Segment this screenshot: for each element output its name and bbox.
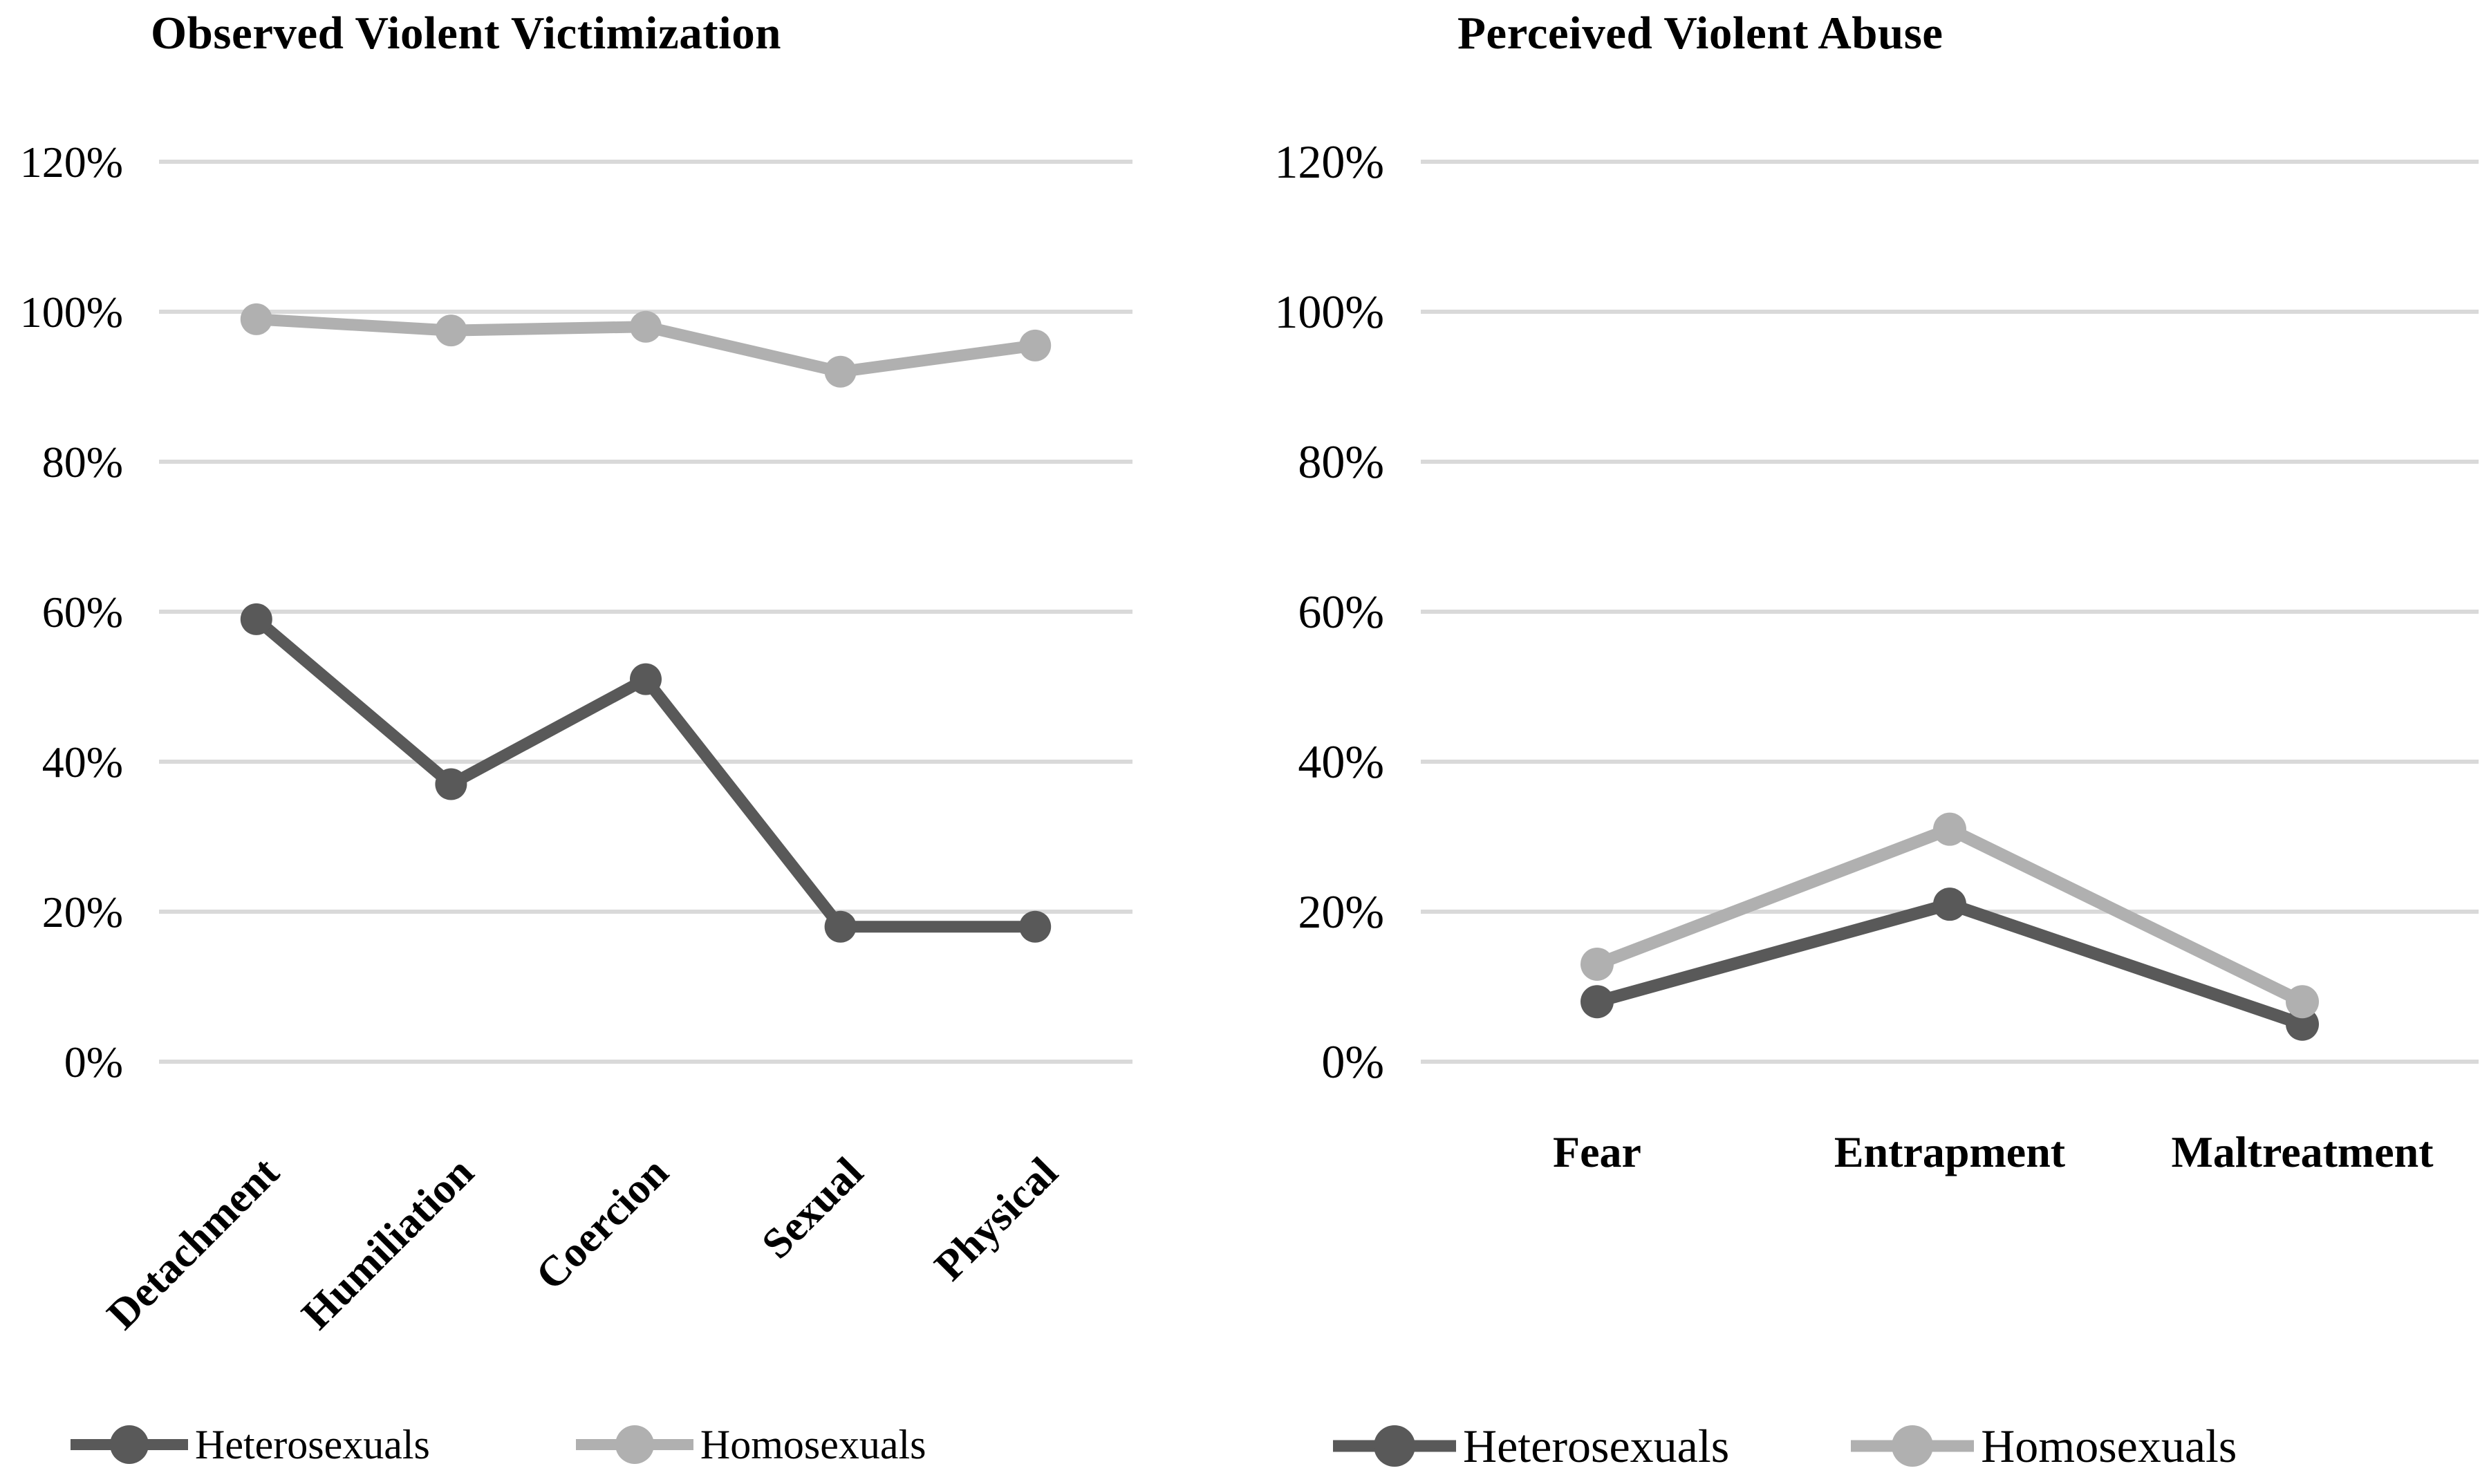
homosexuals-line-marker-icon <box>575 1425 693 1464</box>
y-tick-label: 0% <box>64 1037 123 1087</box>
y-tick-label: 40% <box>42 738 123 787</box>
legend-label: Heterosexuals <box>195 1421 430 1467</box>
legend-item-homosexuals: Homosexuals <box>572 1418 926 1471</box>
y-tick-label: 60% <box>42 588 123 637</box>
data-point-marker <box>1019 329 1052 361</box>
category-label: Coercion <box>527 1149 678 1299</box>
gridlines <box>1421 160 2479 1064</box>
y-tick-label: 120% <box>20 138 123 187</box>
data-point-marker <box>1581 947 1614 981</box>
legend-label: Heterosexuals <box>1463 1419 1730 1472</box>
x-axis-category-labels: Detachment Humiliation Coercion Sexual Physi… <box>98 1149 1067 1339</box>
data-point-marker <box>240 603 272 635</box>
legend-item-heterosexuals: Heterosexuals <box>66 1418 430 1471</box>
category-label: Humiliation <box>293 1149 483 1339</box>
legend-item-homosexuals: Homosexuals <box>1847 1418 2237 1474</box>
left-chart-panel: Observed Violent Victimization 0% 20% 40% 6… <box>0 0 1238 1484</box>
y-tick-label: 0% <box>1321 1035 1384 1088</box>
data-point-marker <box>1581 985 1614 1019</box>
right-chart-plot: 0% 20% 40% 60% 80% 100% 120% Fear Entrapment Malt… <box>1274 135 2479 1176</box>
data-point-marker <box>630 663 662 695</box>
legend-label: Homosexuals <box>1981 1419 2237 1472</box>
legend-label: Homosexuals <box>700 1421 926 1467</box>
data-point-marker <box>1019 910 1052 943</box>
category-label: Maltreatment <box>2171 1127 2434 1176</box>
data-point-marker <box>630 310 662 343</box>
data-point-marker <box>435 314 467 347</box>
category-label: Fear <box>1553 1127 1641 1176</box>
left-chart-legend: Heterosexuals Homosexuals <box>66 1418 926 1471</box>
right-chart-panel: Perceived Violent Abuse 0% 20% 40% 60% 80% 10… <box>1238 0 2480 1484</box>
y-axis-tick-labels: 0% 20% 40% 60% 80% 100% 120% <box>20 138 123 1087</box>
series-homosexuals <box>1581 812 2319 1019</box>
y-tick-label: 20% <box>42 887 123 937</box>
data-point-marker <box>824 355 857 388</box>
category-label: Detachment <box>98 1149 288 1339</box>
series-homosexuals <box>240 303 1052 388</box>
left-chart-title: Observed Violent Victimization <box>151 8 781 59</box>
data-point-marker <box>240 303 272 335</box>
right-chart-title: Perceived Violent Abuse <box>1457 8 1943 59</box>
data-point-marker <box>1933 812 1966 846</box>
heterosexuals-line-marker-icon <box>71 1425 188 1464</box>
data-point-marker <box>824 910 857 943</box>
data-point-marker <box>435 768 467 800</box>
data-point-marker <box>2286 985 2319 1019</box>
y-axis-tick-labels: 0% 20% 40% 60% 80% 100% 120% <box>1274 135 1384 1088</box>
y-tick-label: 40% <box>1298 735 1384 788</box>
category-label: Physical <box>926 1149 1067 1290</box>
y-tick-label: 120% <box>1274 135 1384 188</box>
series-heterosexuals <box>240 603 1052 943</box>
y-tick-label: 100% <box>1274 285 1384 338</box>
legend-item-heterosexuals: Heterosexuals <box>1329 1418 1729 1474</box>
category-label: Entrapment <box>1834 1127 2066 1176</box>
heterosexuals-line-marker-icon <box>1333 1425 1456 1467</box>
left-chart-plot: 0% 20% 40% 60% 80% 100% 120% Detachment Humiliat… <box>20 138 1132 1339</box>
right-chart-legend: Heterosexuals Homosexuals <box>1329 1418 2237 1474</box>
x-axis-category-labels: Fear Entrapment Maltreatment <box>1553 1127 2434 1176</box>
y-tick-label: 100% <box>20 288 123 337</box>
y-tick-label: 60% <box>1298 585 1384 638</box>
y-tick-label: 80% <box>1298 435 1384 488</box>
y-tick-label: 20% <box>1298 885 1384 938</box>
homosexuals-line-marker-icon <box>1851 1425 1975 1467</box>
data-point-marker <box>1933 887 1966 921</box>
category-label: Sexual <box>753 1149 872 1268</box>
y-tick-label: 80% <box>42 438 123 487</box>
